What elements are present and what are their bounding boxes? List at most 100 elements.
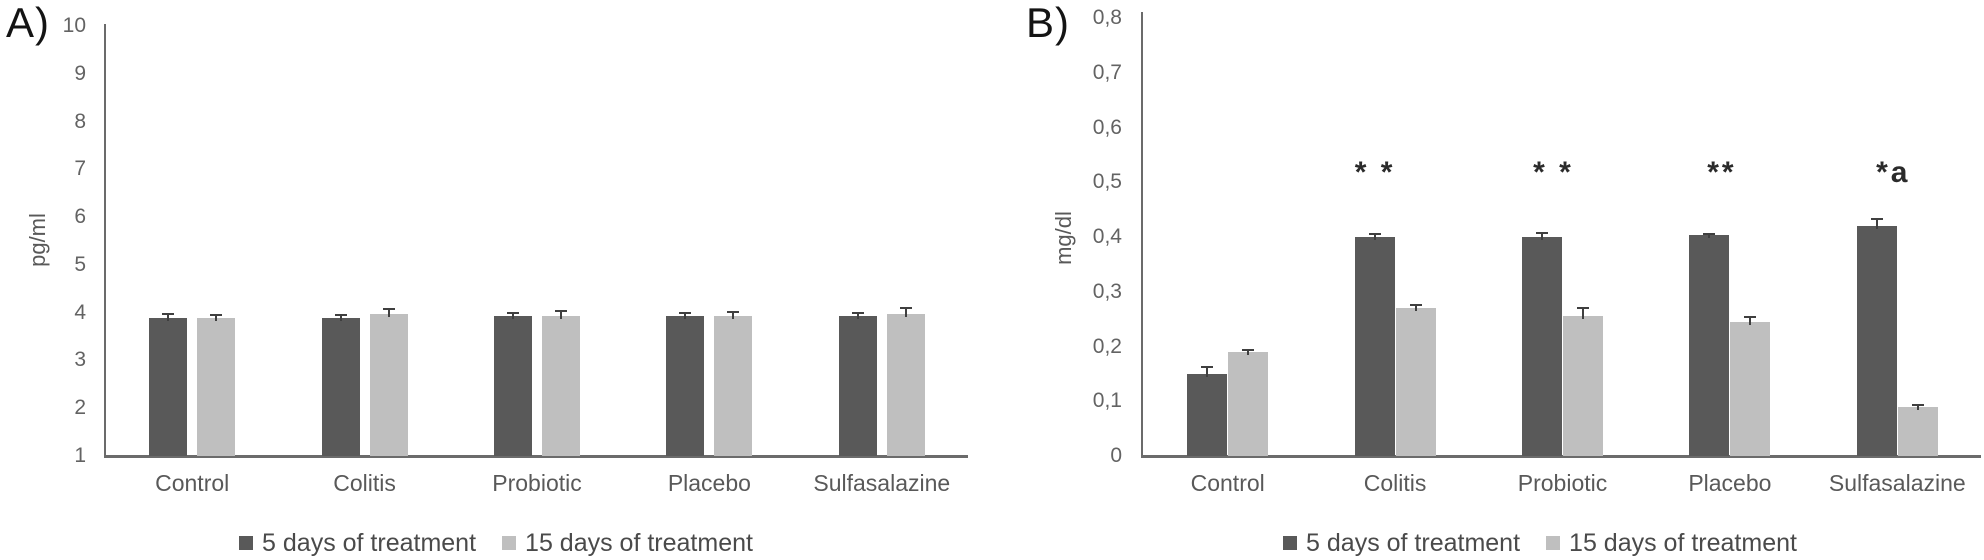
x-axis-line xyxy=(104,455,968,458)
y-tick-label: 0 xyxy=(1110,444,1122,467)
bar-15d-colitis xyxy=(1395,308,1436,456)
legend-label: 5 days of treatment xyxy=(262,529,477,557)
y-tick-label: 0,6 xyxy=(1092,115,1122,139)
error-bar-cap xyxy=(679,311,692,314)
category-label: Placebo xyxy=(1688,470,1772,496)
y-tick-label: 1 xyxy=(74,444,86,467)
y-tick-label: 0,3 xyxy=(1092,279,1122,303)
error-bar-line xyxy=(732,312,735,319)
bar-5d-colitis xyxy=(1354,237,1395,456)
y-tick-label: 4 xyxy=(74,300,86,324)
error-bar-cap xyxy=(899,307,912,310)
panel-label: B) xyxy=(1026,0,1070,46)
y-tick-label: 9 xyxy=(74,61,86,85)
category-label: Placebo xyxy=(667,470,751,496)
legend: 5 days of treatment 15 days of treatment xyxy=(1044,529,1984,557)
error-bar-line xyxy=(1206,366,1209,377)
bar-5d-colitis xyxy=(321,317,360,456)
error-bar-cap xyxy=(1409,303,1422,306)
bar-5d-sulfasalazine xyxy=(1856,226,1897,456)
bar-15d-sulfasalazine xyxy=(1897,406,1938,456)
significance-annotation: *a xyxy=(1876,156,1911,189)
error-bar-line xyxy=(512,313,514,319)
error-bar-cap xyxy=(1242,349,1255,352)
error-bar-line xyxy=(167,313,170,322)
category-label: Colitis xyxy=(1363,470,1427,496)
error-bar-line xyxy=(339,315,342,321)
error-bar-line xyxy=(904,308,907,317)
y-axis-line xyxy=(1141,12,1143,458)
error-bar-cap xyxy=(1536,232,1548,235)
error-bar-cap xyxy=(851,311,864,314)
y-tick-label: 6 xyxy=(74,205,86,229)
error-bar-line xyxy=(856,312,859,319)
error-bar-cap xyxy=(1744,316,1757,319)
error-bar-cap xyxy=(162,312,175,315)
bar-15d-probiotic xyxy=(1563,316,1603,456)
legend-swatch-icon xyxy=(1283,536,1298,550)
legend-item-5-days: 5 days of treatment xyxy=(239,529,476,557)
y-tick-label: 0,1 xyxy=(1092,389,1122,413)
y-tick-label: 5 xyxy=(74,252,86,276)
legend-swatch-icon xyxy=(1546,536,1561,550)
bar-15d-placebo xyxy=(714,316,753,456)
bar-5d-placebo xyxy=(666,316,705,456)
legend-item-15-days: 15 days of treatment xyxy=(502,529,753,557)
bar-5d-probiotic xyxy=(494,315,532,456)
y-tick-label: 0,8 xyxy=(1092,6,1122,29)
legend-label: 15 days of treatment xyxy=(1569,529,1797,557)
y-tick-label: 8 xyxy=(74,109,86,133)
error-bar-line xyxy=(1373,233,1376,240)
error-bar-cap xyxy=(1911,403,1924,406)
bar-15d-control xyxy=(1228,351,1269,456)
y-tick-label: 7 xyxy=(74,157,86,181)
bar-15d-placebo xyxy=(1730,321,1771,456)
bar-5d-sulfasalazine xyxy=(838,316,877,456)
error-bar-cap xyxy=(334,314,347,317)
error-bar-line xyxy=(1247,350,1250,355)
y-tick-label: 0,4 xyxy=(1092,225,1122,248)
panel-label: A) xyxy=(6,0,50,46)
category-label: Probiotic xyxy=(1517,470,1608,496)
y-tick-label: 10 xyxy=(62,14,86,37)
error-bar-line xyxy=(1875,219,1878,230)
legend-swatch-icon xyxy=(239,536,254,550)
bar-15d-sulfasalazine xyxy=(886,313,925,456)
error-bar-line xyxy=(215,314,218,322)
significance-annotation: * * xyxy=(1354,156,1396,189)
y-tick-label: 0,7 xyxy=(1092,60,1122,84)
panel-a: A) pg/ml 10 9 8 7 6 5 4 3 2 1 Control Colitis Probioti… xyxy=(6,0,968,557)
category-label: Sulfasalazine xyxy=(1828,470,1966,496)
legend-item-5-days: 5 days of treatment xyxy=(1283,529,1520,557)
error-bar-cap xyxy=(555,309,567,312)
bar-5d-placebo xyxy=(1689,235,1730,456)
error-bar-line xyxy=(1414,304,1417,312)
error-bar-cap xyxy=(1201,365,1214,368)
bar-5d-control xyxy=(149,318,188,456)
legend-item-15-days: 15 days of treatment xyxy=(1546,529,1797,557)
error-bar-cap xyxy=(507,312,519,315)
error-bar-line xyxy=(1749,317,1752,325)
bar-5d-control xyxy=(1187,373,1228,456)
category-label: Control xyxy=(1190,470,1265,496)
y-tick-label: 2 xyxy=(74,396,86,420)
error-bar-line xyxy=(560,310,562,320)
y-tick-label: 0,2 xyxy=(1092,334,1122,358)
error-bar-cap xyxy=(727,311,740,314)
error-bar-line xyxy=(1708,233,1711,239)
y-tick-label: 3 xyxy=(74,348,86,372)
legend-label: 15 days of treatment xyxy=(525,529,753,557)
bar-15d-probiotic xyxy=(542,316,580,456)
y-axis-line xyxy=(104,24,106,458)
category-label: Probiotic xyxy=(492,470,582,496)
error-bar-cap xyxy=(1870,218,1883,221)
error-bar-cap xyxy=(1577,307,1589,310)
legend-label: 5 days of treatment xyxy=(1306,529,1521,557)
error-bar-cap xyxy=(1703,232,1716,235)
error-bar-cap xyxy=(1368,232,1381,235)
panel-b: B) mg/dl 0,8 0,7 0,6 0,5 0,4 0,3 0,2 0,1 0 Control C… xyxy=(992,0,1984,560)
significance-annotation: * * xyxy=(1533,156,1574,189)
category-label: Control xyxy=(155,470,230,496)
bar-5d-probiotic xyxy=(1522,237,1562,456)
